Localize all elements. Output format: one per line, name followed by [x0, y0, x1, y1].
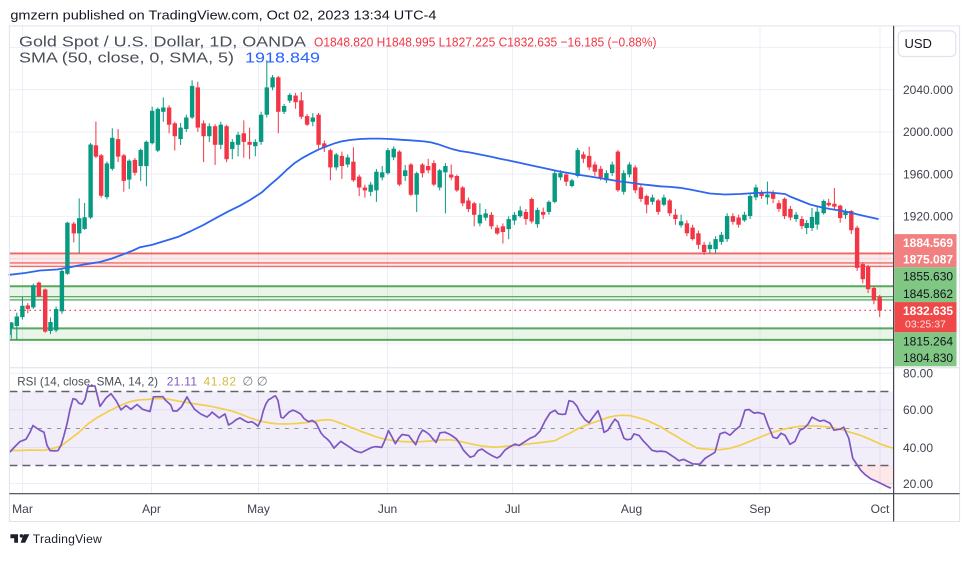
svg-text:1884.569: 1884.569 — [903, 236, 953, 250]
svg-text:40.00: 40.00 — [903, 441, 933, 455]
svg-text:O1848.820 H1848.995 L1827.22: O1848.820 H1848.995 L1827.225 C1832.635 … — [314, 34, 657, 49]
svg-text:1875.087: 1875.087 — [903, 253, 953, 267]
svg-text:21.11: 21.11 — [167, 375, 198, 389]
svg-text:gmzern published on TradingVie: gmzern published on TradingView.com, Oct… — [10, 8, 436, 23]
svg-text:SMA (50, close, 0, SMA, 5): SMA (50, close, 0, SMA, 5) — [19, 49, 234, 66]
svg-text:1832.635: 1832.635 — [903, 304, 953, 318]
svg-text:1855.630: 1855.630 — [903, 270, 953, 284]
svg-text:03:25:37: 03:25:37 — [905, 318, 946, 330]
svg-text:1804.830: 1804.830 — [903, 351, 953, 365]
svg-text:1845.862: 1845.862 — [903, 287, 953, 301]
svg-text:1918.849: 1918.849 — [245, 49, 320, 66]
svg-text:60.00: 60.00 — [903, 403, 933, 417]
svg-text:2000.000: 2000.000 — [903, 125, 953, 139]
svg-text:Jul: Jul — [505, 502, 520, 516]
svg-text:Oct: Oct — [871, 502, 890, 516]
svg-text:Aug: Aug — [621, 502, 642, 516]
svg-text:∅: ∅ — [257, 375, 268, 389]
svg-text:Mar: Mar — [12, 502, 33, 516]
svg-text:∅: ∅ — [242, 375, 253, 389]
svg-text:Gold Spot / U.S. Dollar, 1D, O: Gold Spot / U.S. Dollar, 1D, OANDA — [19, 34, 306, 51]
svg-text:1960.000: 1960.000 — [903, 167, 953, 181]
svg-text:RSI (14, close, SMA, 14, 2): RSI (14, close, SMA, 14, 2) — [17, 375, 158, 389]
svg-text:2040.000: 2040.000 — [903, 83, 953, 97]
svg-text:USD: USD — [905, 36, 932, 51]
svg-text:80.00: 80.00 — [903, 366, 933, 380]
svg-text:1815.264: 1815.264 — [903, 334, 953, 348]
svg-text:Jun: Jun — [378, 502, 397, 516]
svg-text:1920.000: 1920.000 — [903, 210, 953, 224]
svg-text:Apr: Apr — [142, 502, 161, 516]
svg-text:May: May — [247, 502, 270, 516]
svg-text:41.82: 41.82 — [204, 375, 237, 389]
svg-text:TradingView: TradingView — [33, 532, 102, 546]
svg-text:20.00: 20.00 — [903, 477, 933, 491]
svg-text:Sep: Sep — [749, 502, 771, 516]
